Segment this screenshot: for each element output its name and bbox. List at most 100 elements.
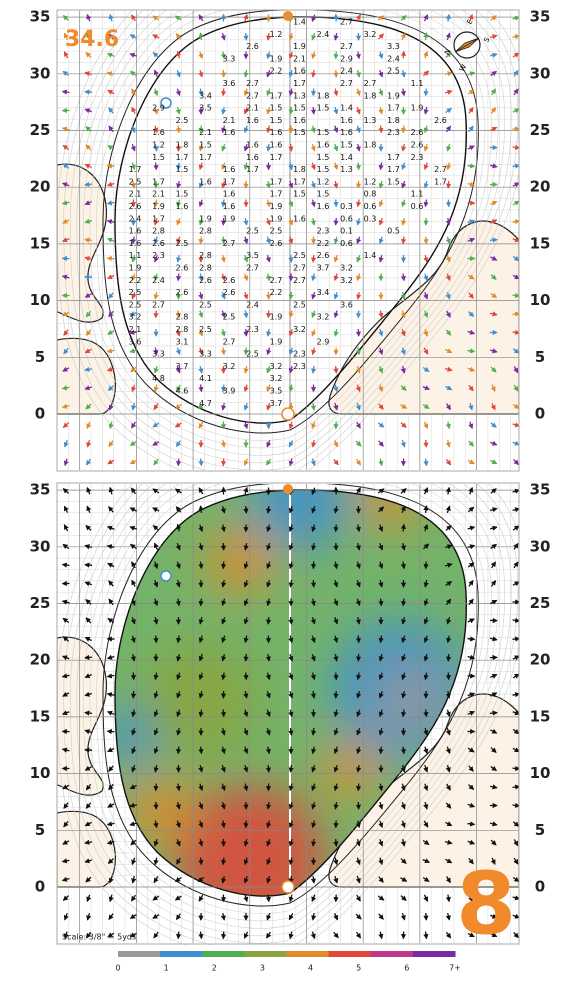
slope-value: 1.8 xyxy=(364,141,377,150)
slope-value: 2.8 xyxy=(199,264,212,273)
slope-value: 1.9 xyxy=(270,337,283,346)
slope-value: 1.5 xyxy=(176,165,189,174)
slope-arrow xyxy=(201,506,202,513)
slope-value: 3.2 xyxy=(223,362,236,371)
slope-arrow xyxy=(291,728,292,735)
slope-arrow xyxy=(246,181,247,188)
slope-value: 1.2 xyxy=(152,141,165,150)
slope-value: 1.8 xyxy=(364,91,377,100)
slope-value: 2.3 xyxy=(293,350,306,359)
slope-value: 1.5 xyxy=(317,165,330,174)
slope-value: 1.3 xyxy=(364,116,377,125)
slope-value: 1.9 xyxy=(387,91,400,100)
slope-value: 2.5 xyxy=(129,288,142,297)
slope-value: 1.8 xyxy=(293,165,306,174)
y-axis-label: 15 xyxy=(30,707,51,725)
slope-arrow xyxy=(513,166,520,167)
slope-value: 2.5 xyxy=(293,251,306,260)
slope-value: 2.1 xyxy=(199,128,212,137)
slope-arrow xyxy=(223,858,224,865)
y-axis-label: 20 xyxy=(530,651,551,669)
slope-arrow xyxy=(513,295,520,296)
slope-arrow xyxy=(246,33,247,40)
slope-value: 1.7 xyxy=(387,104,400,113)
slope-value: 1.4 xyxy=(340,104,353,113)
slope-arrow xyxy=(223,562,224,569)
slope-arrow xyxy=(448,181,449,188)
slope-value: 0.3 xyxy=(340,202,353,211)
slope-value: 2.6 xyxy=(152,239,165,248)
slope-arrow xyxy=(336,52,337,59)
slope-value: 1.1 xyxy=(129,251,142,260)
slope-value: 1.9 xyxy=(223,214,236,223)
slope-value: 2.1 xyxy=(246,104,259,113)
slope-value: 1.5 xyxy=(270,116,283,125)
slope-arrow xyxy=(201,747,202,754)
slope-value: 3.7 xyxy=(176,362,189,371)
slope-arrow xyxy=(381,126,382,133)
slope-value: 2.6 xyxy=(411,128,424,137)
slope-arrow xyxy=(201,599,202,606)
slope-arrow xyxy=(246,821,247,828)
slope-arrow xyxy=(156,311,157,318)
slope-arrow xyxy=(156,163,157,170)
top-panel xyxy=(57,0,524,485)
slope-value: 0.8 xyxy=(364,190,377,199)
slope-value: 1.6 xyxy=(223,190,236,199)
slope-arrow xyxy=(426,710,427,717)
slope-arrow xyxy=(133,691,134,698)
slope-value: 2.7 xyxy=(340,42,353,51)
slope-value: 1.9 xyxy=(199,214,212,223)
slope-value: 1.5 xyxy=(317,128,330,137)
slope-value: 1.4 xyxy=(340,153,353,162)
slope-arrow xyxy=(291,255,292,262)
slope-arrow xyxy=(85,713,92,714)
slope-value: 2.7 xyxy=(223,337,236,346)
slope-value: 2.3 xyxy=(317,227,330,236)
slope-value: 1.5 xyxy=(387,177,400,186)
slope-value: 1.7 xyxy=(270,91,283,100)
slope-value: 1.6 xyxy=(317,141,330,150)
slope-value: 2.7 xyxy=(364,79,377,88)
slope-value: 3.2 xyxy=(317,313,330,322)
slope-value: 3.6 xyxy=(223,79,236,88)
slope-value: 2.5 xyxy=(176,239,189,248)
slope-arrow xyxy=(336,218,337,225)
slope-value: 2.3 xyxy=(246,325,259,334)
colorbar-label: 3 xyxy=(260,964,265,973)
slope-arrow xyxy=(403,747,404,754)
slope-value: 2.1 xyxy=(152,190,165,199)
slope-arrow xyxy=(468,639,475,640)
slope-value: 2.7 xyxy=(340,18,353,27)
y-axis-label: 35 xyxy=(30,8,51,26)
slope-value: 1.5 xyxy=(270,104,283,113)
slope-value: 2.4 xyxy=(340,67,353,76)
slope-value: 3.2 xyxy=(270,374,283,383)
slope-arrow xyxy=(336,691,337,698)
slope-arrow xyxy=(178,932,179,939)
slope-value: 1.6 xyxy=(246,141,259,150)
slope-value: 1.7 xyxy=(176,153,189,162)
slope-arrow xyxy=(426,89,427,96)
slope-value: 1.6 xyxy=(293,67,306,76)
slope-arrow xyxy=(381,274,382,281)
slope-value: 2.7 xyxy=(223,239,236,248)
slope-value: 2.9 xyxy=(317,337,330,346)
slope-value: 3.4 xyxy=(317,288,330,297)
slope-arrow xyxy=(403,274,404,281)
slope-value: 2.6 xyxy=(223,276,236,285)
slope-value: 1.6 xyxy=(176,202,189,211)
slope-value: 2.6 xyxy=(223,288,236,297)
slope-arrow xyxy=(223,710,224,717)
slope-value: 1.4 xyxy=(293,18,306,27)
y-axis-label: 0 xyxy=(535,405,545,423)
y-axis-label: 30 xyxy=(530,537,551,555)
colorbar-segment xyxy=(160,951,203,957)
slope-value: 1.7 xyxy=(129,165,142,174)
colorbar-label: 4 xyxy=(308,964,313,973)
slope-value: 2.3 xyxy=(411,153,424,162)
slope-value: 2.5 xyxy=(223,313,236,322)
slope-arrow xyxy=(336,839,337,846)
slope-value: 4.6 xyxy=(176,387,189,396)
